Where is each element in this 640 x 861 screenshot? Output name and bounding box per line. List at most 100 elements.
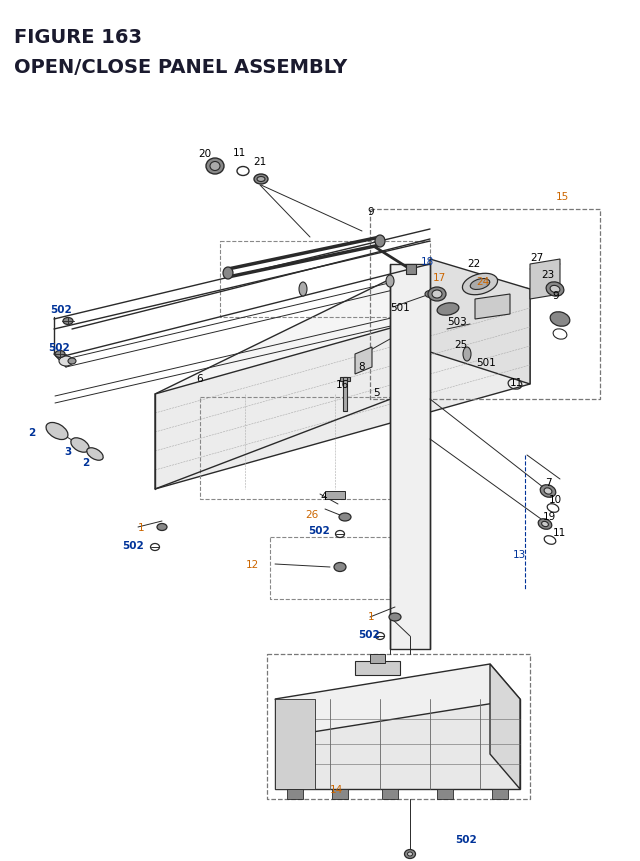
Ellipse shape — [68, 358, 76, 364]
Ellipse shape — [334, 563, 346, 572]
Ellipse shape — [375, 236, 385, 248]
Ellipse shape — [546, 282, 564, 297]
Text: 22: 22 — [467, 258, 480, 269]
Text: 17: 17 — [433, 273, 446, 282]
Ellipse shape — [538, 519, 552, 530]
Ellipse shape — [386, 276, 394, 288]
Text: 8: 8 — [358, 362, 365, 372]
Polygon shape — [382, 789, 398, 799]
Text: 502: 502 — [308, 525, 330, 536]
Ellipse shape — [257, 177, 265, 183]
Ellipse shape — [432, 291, 442, 299]
Text: 1: 1 — [138, 523, 145, 532]
Text: 26: 26 — [305, 510, 318, 519]
Text: 27: 27 — [530, 253, 543, 263]
Text: 4: 4 — [320, 492, 326, 501]
Text: 18: 18 — [421, 257, 435, 267]
Text: 21: 21 — [253, 157, 266, 167]
Ellipse shape — [541, 522, 548, 527]
Ellipse shape — [46, 423, 68, 440]
Polygon shape — [355, 661, 400, 675]
Polygon shape — [343, 378, 347, 412]
Text: OPEN/CLOSE PANEL ASSEMBLY: OPEN/CLOSE PANEL ASSEMBLY — [14, 58, 348, 77]
Text: 20: 20 — [198, 149, 211, 158]
Text: 16: 16 — [336, 380, 349, 389]
Polygon shape — [490, 664, 520, 789]
Ellipse shape — [544, 488, 552, 494]
Text: 9: 9 — [552, 291, 559, 300]
Polygon shape — [325, 492, 345, 499]
Text: 11: 11 — [553, 528, 566, 537]
Ellipse shape — [408, 852, 413, 856]
Polygon shape — [340, 378, 350, 381]
Text: 23: 23 — [541, 269, 554, 280]
Text: 19: 19 — [543, 511, 556, 522]
Polygon shape — [437, 789, 453, 799]
Text: 2: 2 — [82, 457, 89, 468]
Ellipse shape — [59, 356, 73, 367]
Text: 501: 501 — [390, 303, 410, 313]
Text: 2: 2 — [28, 428, 35, 437]
Polygon shape — [355, 348, 372, 375]
Text: 502: 502 — [358, 629, 380, 639]
Polygon shape — [530, 260, 560, 300]
Text: 10: 10 — [549, 494, 562, 505]
Text: 12: 12 — [246, 560, 259, 569]
Polygon shape — [406, 264, 416, 275]
Text: FIGURE 163: FIGURE 163 — [14, 28, 142, 47]
Polygon shape — [275, 664, 520, 734]
Text: 25: 25 — [454, 339, 467, 350]
Polygon shape — [430, 260, 530, 385]
Text: 6: 6 — [196, 374, 203, 383]
Polygon shape — [492, 789, 508, 799]
Text: 9: 9 — [367, 207, 374, 217]
Text: 502: 502 — [455, 834, 477, 844]
Polygon shape — [370, 654, 385, 663]
Polygon shape — [155, 289, 530, 489]
Ellipse shape — [223, 268, 233, 280]
Ellipse shape — [299, 282, 307, 297]
Text: 24: 24 — [476, 276, 489, 287]
Ellipse shape — [339, 513, 351, 522]
Text: 11: 11 — [510, 378, 524, 387]
Text: 13: 13 — [513, 549, 526, 560]
Ellipse shape — [428, 288, 446, 301]
Text: 3: 3 — [64, 447, 71, 456]
Polygon shape — [332, 789, 348, 799]
Polygon shape — [275, 699, 315, 789]
Polygon shape — [155, 268, 530, 418]
Polygon shape — [390, 264, 430, 649]
Text: 502: 502 — [48, 343, 70, 353]
Text: 1: 1 — [368, 611, 374, 622]
Ellipse shape — [63, 318, 73, 325]
Ellipse shape — [157, 523, 167, 531]
Ellipse shape — [254, 175, 268, 185]
Ellipse shape — [425, 291, 435, 298]
Polygon shape — [275, 699, 520, 789]
Ellipse shape — [550, 313, 570, 327]
Ellipse shape — [540, 485, 556, 498]
Ellipse shape — [437, 303, 459, 316]
Text: 15: 15 — [556, 192, 569, 201]
Ellipse shape — [404, 850, 415, 858]
Text: 502: 502 — [122, 541, 144, 550]
Ellipse shape — [463, 348, 471, 362]
Polygon shape — [287, 789, 303, 799]
Text: 5: 5 — [373, 387, 380, 398]
Text: 11: 11 — [233, 148, 246, 158]
Text: 7: 7 — [545, 478, 552, 487]
Ellipse shape — [470, 279, 490, 290]
Ellipse shape — [210, 163, 220, 171]
Ellipse shape — [55, 351, 65, 358]
Text: 502: 502 — [50, 305, 72, 314]
Ellipse shape — [206, 158, 224, 175]
Text: 503: 503 — [447, 317, 467, 326]
Ellipse shape — [550, 286, 560, 294]
Ellipse shape — [389, 613, 401, 622]
Ellipse shape — [87, 449, 103, 461]
Polygon shape — [475, 294, 510, 319]
Ellipse shape — [71, 438, 89, 453]
Ellipse shape — [463, 274, 497, 295]
Text: 501: 501 — [476, 357, 496, 368]
Text: 14: 14 — [330, 784, 343, 794]
